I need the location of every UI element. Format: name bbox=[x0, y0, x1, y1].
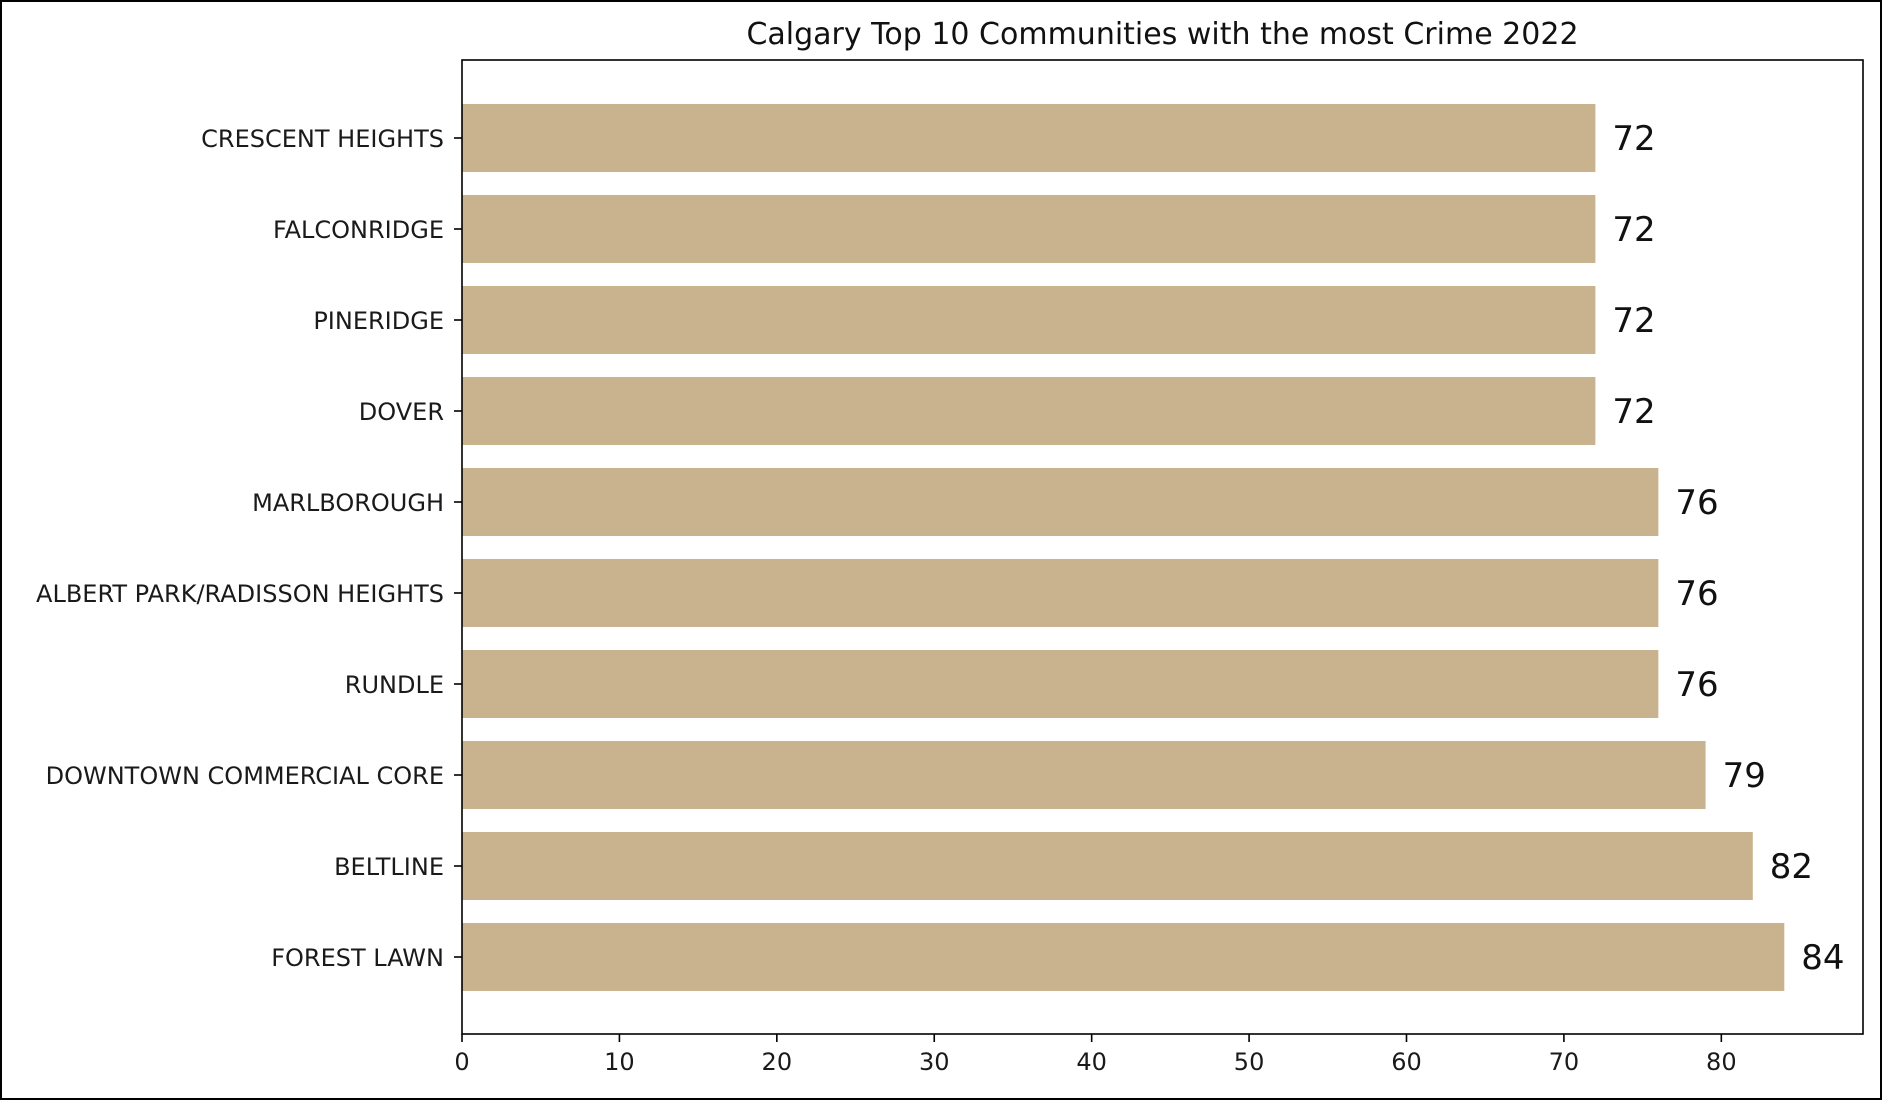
category-label: BELTLINE bbox=[334, 853, 444, 881]
category-label: FALCONRIDGE bbox=[273, 216, 444, 244]
x-axis: 0 10 20 30 40 50 60 70 80 bbox=[454, 1034, 1737, 1076]
value-label: 76 bbox=[1675, 574, 1718, 614]
x-tick-label: 40 bbox=[1076, 1048, 1107, 1076]
category-label: RUNDLE bbox=[345, 671, 444, 699]
category-label: DOVER bbox=[359, 398, 444, 426]
bar bbox=[462, 377, 1596, 445]
category-label: FOREST LAWN bbox=[271, 944, 444, 972]
value-label: 76 bbox=[1675, 483, 1718, 523]
bar bbox=[462, 832, 1753, 900]
category-label: ALBERT PARK/RADISSON HEIGHTS bbox=[36, 580, 444, 608]
value-label: 84 bbox=[1801, 938, 1844, 978]
plot-area-border bbox=[461, 59, 1864, 1035]
value-labels-group: 84 82 79 76 76 76 72 72 72 72 bbox=[1612, 119, 1844, 978]
value-label: 82 bbox=[1770, 847, 1813, 887]
category-label: PINERIDGE bbox=[313, 307, 444, 335]
x-tick-label: 70 bbox=[1549, 1048, 1580, 1076]
bar bbox=[462, 650, 1659, 718]
x-tick-label: 80 bbox=[1706, 1048, 1737, 1076]
x-tick-label: 60 bbox=[1391, 1048, 1422, 1076]
category-label: MARLBOROUGH bbox=[252, 489, 444, 517]
value-label: 72 bbox=[1612, 210, 1655, 250]
category-label: DOWNTOWN COMMERCIAL CORE bbox=[46, 762, 444, 790]
bar bbox=[462, 468, 1659, 536]
x-tick-label: 10 bbox=[604, 1048, 635, 1076]
bar bbox=[462, 741, 1706, 809]
bar bbox=[462, 559, 1659, 627]
value-label: 79 bbox=[1723, 756, 1766, 796]
value-label: 72 bbox=[1612, 301, 1655, 341]
value-label: 72 bbox=[1612, 119, 1655, 159]
bar bbox=[462, 286, 1596, 354]
value-label: 76 bbox=[1675, 665, 1718, 705]
chart-title: Calgary Top 10 Communities with the most… bbox=[746, 17, 1578, 52]
bar bbox=[462, 104, 1596, 172]
category-label: CRESCENT HEIGHTS bbox=[201, 125, 444, 153]
x-tick-label: 20 bbox=[762, 1048, 793, 1076]
y-axis: FOREST LAWN BELTLINE DOWNTOWN COMMERCIAL C… bbox=[36, 125, 462, 972]
x-tick-label: 50 bbox=[1234, 1048, 1265, 1076]
bar bbox=[462, 195, 1596, 263]
bar bbox=[462, 923, 1785, 991]
x-tick-label: 30 bbox=[919, 1048, 950, 1076]
x-tick-label: 0 bbox=[454, 1048, 469, 1076]
bars-group bbox=[462, 104, 1785, 991]
value-label: 72 bbox=[1612, 392, 1655, 432]
